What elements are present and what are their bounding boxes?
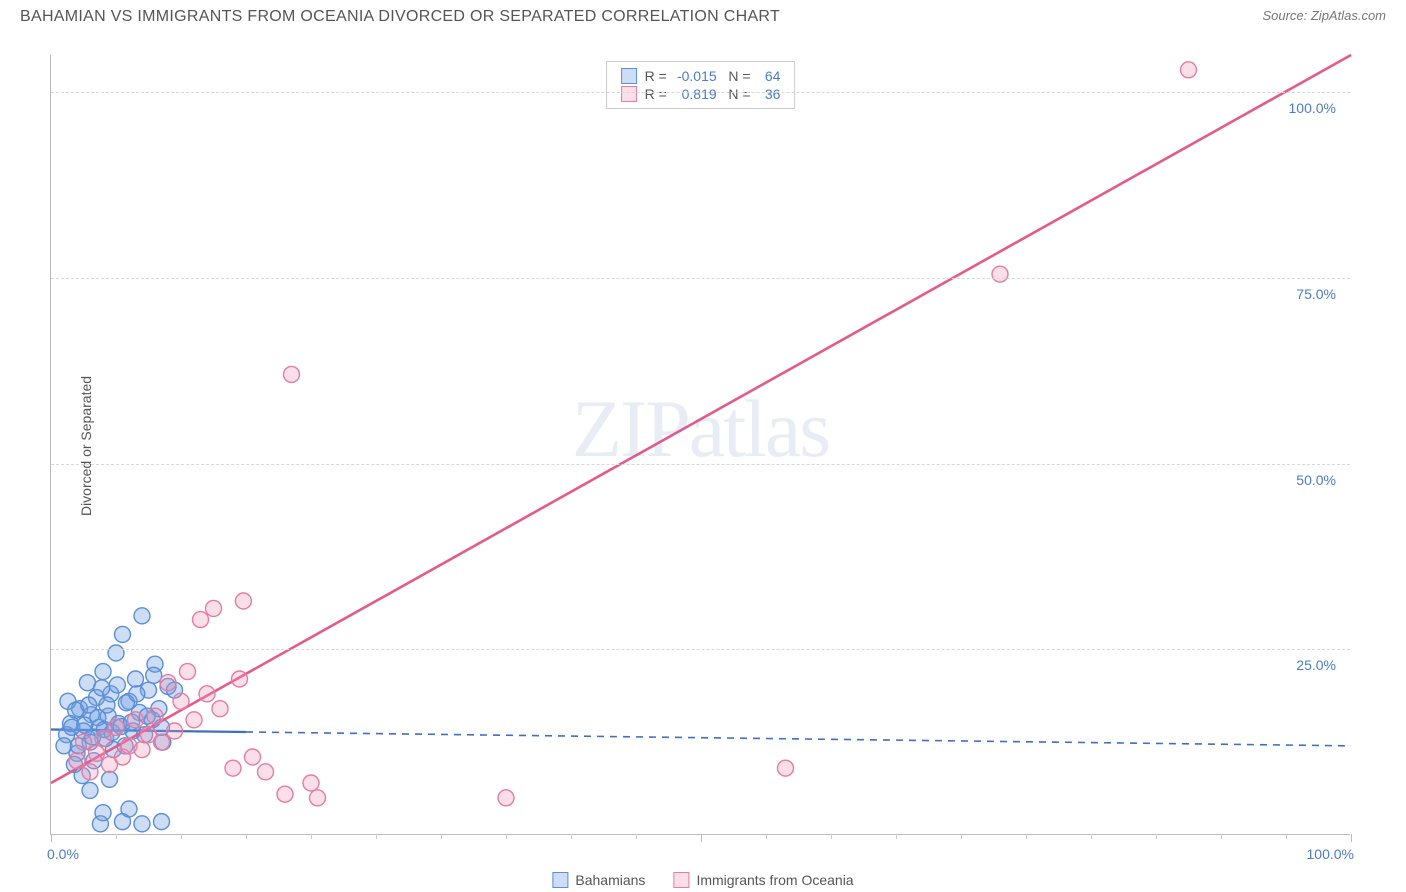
x-tick-minor [1286,834,1287,839]
y-tick-label: 75.0% [1296,286,1336,302]
chart-svg [51,55,1350,834]
x-tick-minor [376,834,377,839]
x-tick-major [51,834,52,842]
x-tick-minor [116,834,117,839]
legend-stats: R = -0.015 N = 64 R = 0.819 N = 36 [606,61,796,109]
x-tick-major [701,834,702,842]
x-tick-minor [636,834,637,839]
x-tick-minor [831,834,832,839]
gridline [51,92,1350,93]
x-tick-minor [311,834,312,839]
legend-stat-row: R = 0.819 N = 36 [621,85,781,103]
gridline [51,464,1350,465]
x-tick-minor [1091,834,1092,839]
legend-swatch [621,86,637,102]
x-tick-minor [961,834,962,839]
legend-label: Bahamians [575,872,645,888]
legend-bottom: Bahamians Immigrants from Oceania [552,872,853,888]
chart-title: BAHAMIAN VS IMMIGRANTS FROM OCEANIA DIVO… [20,8,780,26]
x-tick-minor [896,834,897,839]
x-tick-minor [246,834,247,839]
x-tick-minor [181,834,182,839]
chart-plot-area: ZIPatlas R = -0.015 N = 64R = 0.819 N = … [50,55,1350,835]
x-tick-minor [571,834,572,839]
x-tick-minor [1221,834,1222,839]
legend-item: Bahamians [552,872,645,888]
legend-item: Immigrants from Oceania [673,872,853,888]
legend-stat-text: R = -0.015 N = 64 [645,68,781,84]
x-max-label: 100.0% [1307,846,1354,862]
gridline [51,649,1350,650]
legend-swatch [552,872,568,888]
x-tick-minor [441,834,442,839]
source-label: Source: ZipAtlas.com [1262,8,1386,23]
x-tick-minor [1026,834,1027,839]
legend-swatch [621,68,637,84]
x-origin-label: 0.0% [47,846,79,862]
gridline [51,278,1350,279]
y-tick-label: 50.0% [1296,472,1336,488]
x-tick-minor [1156,834,1157,839]
x-tick-minor [766,834,767,839]
legend-stat-text: R = 0.819 N = 36 [645,86,781,102]
x-tick-major [1351,834,1352,842]
y-tick-label: 25.0% [1296,657,1336,673]
legend-swatch [673,872,689,888]
legend-stat-row: R = -0.015 N = 64 [621,67,781,85]
legend-label: Immigrants from Oceania [696,872,853,888]
y-tick-label: 100.0% [1289,100,1336,116]
x-tick-minor [506,834,507,839]
